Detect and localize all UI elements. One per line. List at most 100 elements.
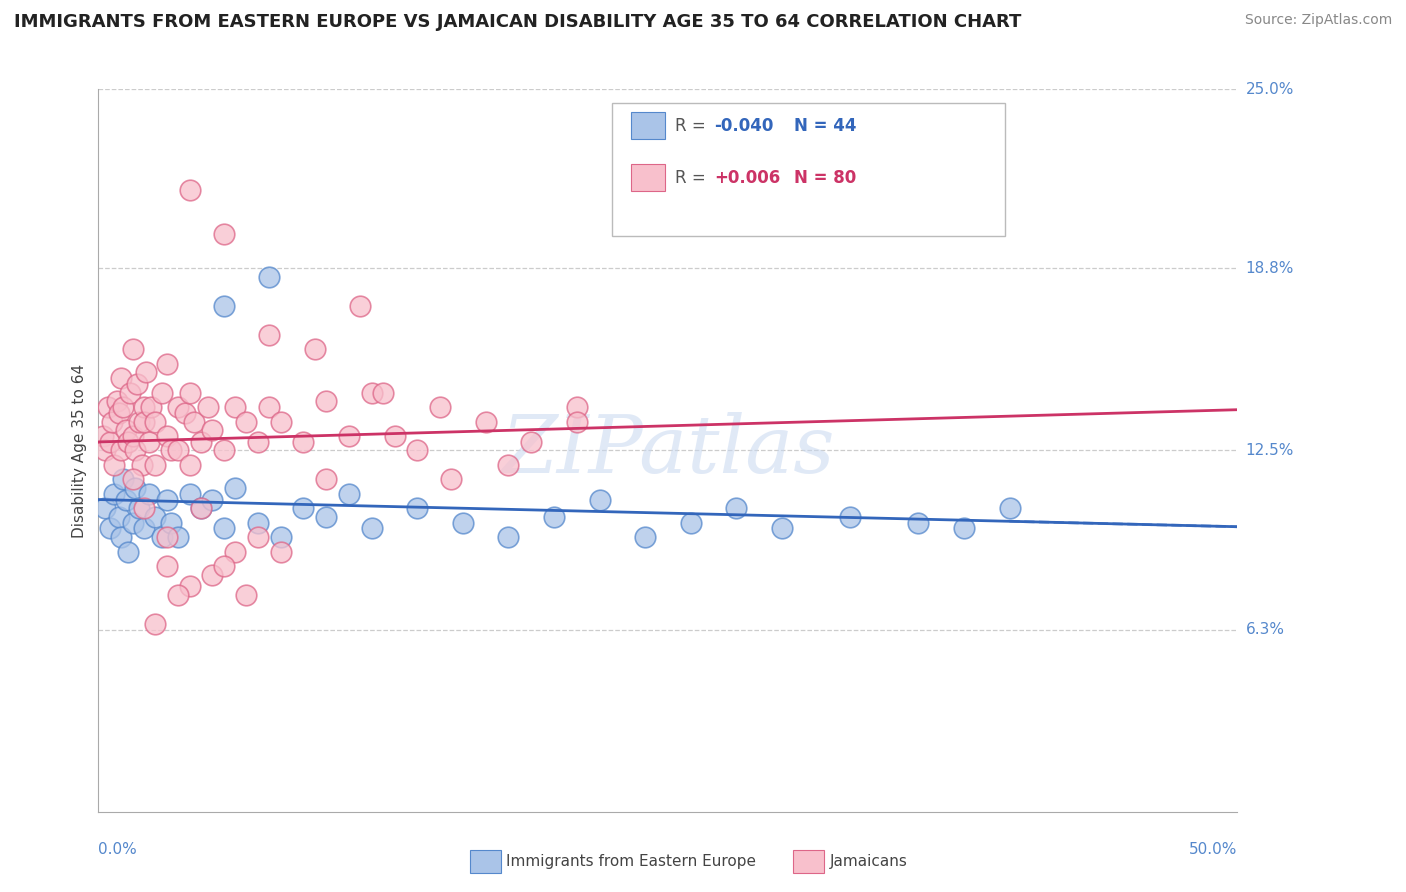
Point [156,559,179,574]
Point [212,559,235,574]
Point [132,521,155,535]
Text: 6.3%: 6.3% [1246,622,1285,637]
Point [224,481,246,495]
Point [145,458,167,472]
Point [270,530,292,544]
Point [839,510,862,524]
Point [235,588,257,602]
Point [770,521,793,535]
Point [117,434,139,449]
Point [121,472,143,486]
Text: -0.040: -0.040 [714,117,773,135]
Point [103,458,125,472]
Point [127,376,149,391]
Point [94,443,117,458]
Point [201,492,224,507]
Point [315,510,337,524]
Point [292,501,315,516]
Point [201,423,224,437]
Point [360,385,382,400]
Point [520,434,543,449]
Point [179,579,201,593]
Point [183,415,205,429]
Point [96,400,118,414]
Point [315,394,337,409]
Point [270,544,292,558]
Point [451,516,474,530]
Text: 18.8%: 18.8% [1246,260,1294,276]
Point [406,501,429,516]
Point [259,270,281,285]
Point [121,516,143,530]
Point [179,183,201,197]
Point [953,521,976,535]
Point [114,492,136,507]
Point [167,530,190,544]
Text: 50.0%: 50.0% [1189,842,1237,857]
Point [190,434,212,449]
Point [190,501,212,516]
Point [167,588,190,602]
Point [235,415,257,429]
Point [201,567,224,582]
Point [105,394,128,409]
Text: IMMIGRANTS FROM EASTERN EUROPE VS JAMAICAN DISABILITY AGE 35 TO 64 CORRELATION C: IMMIGRANTS FROM EASTERN EUROPE VS JAMAIC… [14,13,1021,31]
Point [725,501,748,516]
Point [132,501,155,516]
Point [349,299,371,313]
Point [474,415,496,429]
Point [197,400,219,414]
Point [128,415,150,429]
Point [98,521,121,535]
Point [132,415,155,429]
Text: Jamaicans: Jamaicans [830,855,907,869]
Point [212,521,235,535]
Point [179,487,201,501]
Text: 12.5%: 12.5% [1246,443,1294,458]
Point [498,530,520,544]
Point [121,343,143,357]
Text: +0.006: +0.006 [714,169,780,186]
Point [167,443,190,458]
Text: R =: R = [675,169,711,186]
Point [907,516,929,530]
Point [156,357,179,371]
Point [112,472,135,486]
Point [292,434,315,449]
Point [315,472,337,486]
Point [160,516,183,530]
Point [179,385,201,400]
Point [112,400,135,414]
Point [498,458,520,472]
Text: R =: R = [675,117,711,135]
Point [128,501,150,516]
Point [246,434,269,449]
Point [212,299,235,313]
Point [108,510,131,524]
Point [360,521,382,535]
Point [110,371,132,385]
Point [543,510,565,524]
Point [212,227,235,241]
Point [212,443,235,458]
Text: 25.0%: 25.0% [1246,82,1294,96]
Point [270,415,292,429]
Point [145,510,167,524]
Point [224,400,246,414]
Text: Source: ZipAtlas.com: Source: ZipAtlas.com [1244,13,1392,28]
Point [138,434,160,449]
Text: ZIPatlas: ZIPatlas [501,412,835,489]
Point [440,472,463,486]
Point [131,458,153,472]
Point [117,544,139,558]
Point [135,366,157,380]
Point [145,616,167,631]
Point [167,400,190,414]
Point [406,443,429,458]
Point [138,487,160,501]
Point [371,385,394,400]
Point [139,400,162,414]
Point [124,443,146,458]
Point [114,423,136,437]
Point [110,443,132,458]
